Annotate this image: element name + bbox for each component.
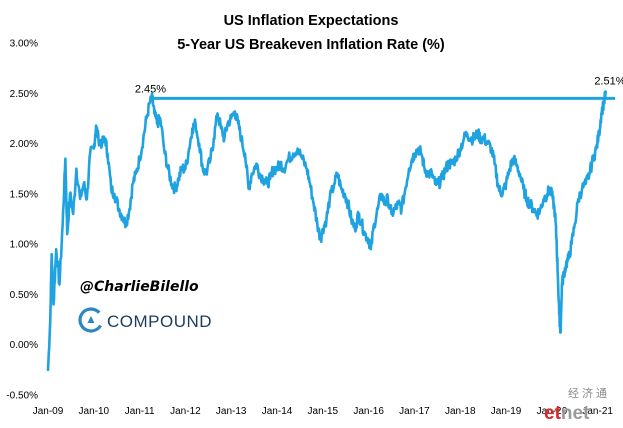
y-axis: 3.00% 2.50% 2.00% 1.50% 1.00% 0.50% 0.00% -0.50… bbox=[6, 39, 38, 402]
x-tick-label: Jan-18 bbox=[445, 406, 476, 417]
series-line bbox=[46, 90, 608, 372]
annotation-end: 2.51% bbox=[594, 75, 623, 87]
y-tick-label: 0.50% bbox=[10, 290, 38, 301]
x-tick-label: Jan-14 bbox=[262, 406, 293, 417]
watermark-logo: etnet bbox=[544, 403, 590, 424]
chart-title: US Inflation Expectations bbox=[224, 13, 399, 29]
x-tick-label: Jan-15 bbox=[308, 406, 339, 417]
y-tick-label: -0.50% bbox=[6, 391, 38, 402]
x-tick-label: Jan-16 bbox=[353, 406, 384, 417]
y-tick-label: 2.50% bbox=[10, 89, 38, 100]
author-handle: @CharlieBilello bbox=[80, 279, 199, 295]
x-tick-label: Jan-09 bbox=[33, 406, 64, 417]
x-tick-label: Jan-20 bbox=[537, 406, 568, 417]
y-tick-label: 0.00% bbox=[10, 340, 38, 351]
y-tick-label: 1.50% bbox=[10, 189, 38, 200]
x-tick-label: Jan-11 bbox=[125, 406, 155, 417]
x-axis: Jan-09 Jan-10 Jan-11 Jan-12 Jan-13 Jan-14 Jan-… bbox=[33, 406, 614, 417]
compound-logo-icon bbox=[78, 307, 104, 333]
x-tick-label: Jan-21 bbox=[582, 406, 613, 417]
x-tick-label: Jan-10 bbox=[79, 406, 110, 417]
x-tick-label: Jan-13 bbox=[216, 406, 247, 417]
annotation-start: 2.45% bbox=[135, 83, 166, 95]
chart-subtitle: 5-Year US Breakeven Inflation Rate (%) bbox=[177, 37, 445, 53]
x-tick-label: Jan-12 bbox=[170, 406, 201, 417]
y-tick-label: 1.00% bbox=[10, 240, 38, 251]
watermark-chinese: 经济通 bbox=[568, 386, 610, 400]
x-tick-label: Jan-17 bbox=[399, 406, 430, 417]
y-tick-label: 2.00% bbox=[10, 139, 38, 150]
x-tick-label: Jan-19 bbox=[491, 406, 522, 417]
y-tick-label: 3.00% bbox=[10, 39, 38, 50]
company-name: COMPOUND bbox=[107, 312, 212, 331]
